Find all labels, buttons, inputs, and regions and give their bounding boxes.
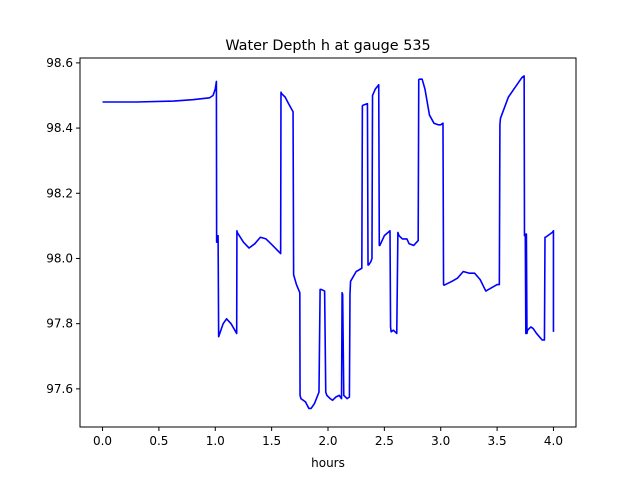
x-tick-label: 0.0 bbox=[93, 434, 112, 448]
y-tick-label: 97.6 bbox=[46, 382, 73, 396]
y-tick-label: 98.4 bbox=[46, 121, 73, 135]
chart-title: Water Depth h at gauge 535 bbox=[225, 38, 430, 54]
plot-area: 0.0 0.5 1.0 1.5 2.0 2.5 3.0 3.5 4.0 97.6 97.8 98.0 9… bbox=[46, 56, 577, 448]
y-tick-label: 97.8 bbox=[46, 317, 73, 331]
y-tick-label: 98.6 bbox=[46, 56, 73, 70]
y-tick-label: 98.2 bbox=[46, 186, 73, 200]
x-tick-label: 3.5 bbox=[488, 434, 507, 448]
y-tick-label: 98.0 bbox=[46, 251, 73, 265]
x-tick-label: 2.5 bbox=[375, 434, 394, 448]
x-tick-label: 3.0 bbox=[431, 434, 450, 448]
x-tick-label: 0.5 bbox=[149, 434, 168, 448]
x-tick-label: 2.0 bbox=[318, 434, 337, 448]
x-tick-label: 4.0 bbox=[544, 434, 563, 448]
x-tick-label: 1.0 bbox=[206, 434, 225, 448]
x-axis-label: hours bbox=[311, 456, 345, 470]
x-tick-label: 1.5 bbox=[262, 434, 281, 448]
series-line-0 bbox=[102, 75, 555, 410]
